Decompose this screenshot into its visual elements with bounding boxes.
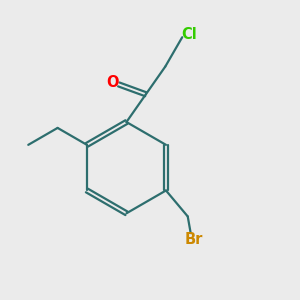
Text: Br: Br bbox=[185, 232, 203, 247]
Text: Cl: Cl bbox=[182, 27, 197, 42]
Text: O: O bbox=[106, 76, 118, 91]
